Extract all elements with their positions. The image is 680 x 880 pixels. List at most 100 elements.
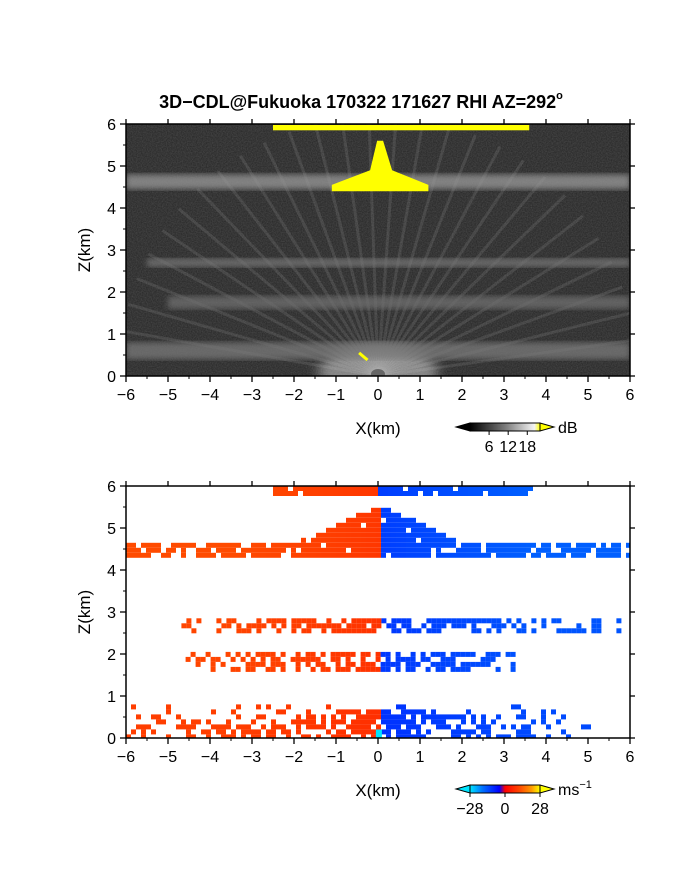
velocity-cell bbox=[461, 729, 466, 735]
velocity-cell bbox=[431, 527, 436, 533]
velocity-cell bbox=[376, 709, 381, 715]
velocity-cell bbox=[586, 724, 591, 730]
velocity-cell bbox=[191, 542, 196, 548]
velocity-cell bbox=[476, 552, 481, 558]
velocity-cell bbox=[251, 719, 256, 725]
velocity-cell bbox=[426, 618, 432, 624]
velocity-cell bbox=[436, 714, 441, 720]
velocity-cell bbox=[363, 491, 368, 496]
velocity-cell bbox=[395, 661, 401, 667]
velocity-cell bbox=[331, 547, 336, 553]
velocity-cell bbox=[601, 547, 606, 553]
velocity-cell bbox=[346, 527, 351, 533]
velocity-cell bbox=[236, 724, 241, 730]
velocity-cell bbox=[336, 623, 342, 629]
velocity-cell bbox=[230, 656, 236, 662]
velocity-cell bbox=[131, 729, 136, 735]
velocity-cell bbox=[231, 729, 236, 735]
velocity-cell bbox=[361, 734, 366, 738]
velocity-cell bbox=[270, 666, 276, 672]
velocity-cell bbox=[298, 486, 303, 491]
velocity-cell bbox=[211, 552, 216, 558]
velocity-cell bbox=[391, 517, 396, 523]
velocity-cell bbox=[611, 552, 616, 558]
velocity-cell bbox=[435, 666, 441, 672]
velocity-cell bbox=[425, 656, 431, 662]
velocity-cell bbox=[471, 714, 476, 720]
velocity-cell bbox=[375, 656, 381, 662]
x-tick-label: 0 bbox=[374, 387, 383, 404]
velocity-cell bbox=[361, 628, 367, 634]
velocity-cell bbox=[488, 486, 493, 491]
velocity-cell bbox=[366, 729, 371, 735]
velocity-cell bbox=[190, 651, 196, 657]
velocity-cell bbox=[250, 661, 256, 667]
velocity-cell bbox=[566, 542, 571, 548]
velocity-cell bbox=[346, 709, 351, 715]
velocity-cell bbox=[356, 729, 361, 735]
velocity-cell bbox=[466, 729, 471, 735]
velocity-cell bbox=[371, 522, 376, 528]
x-tick-label: 3 bbox=[500, 387, 509, 404]
velocity-cell bbox=[331, 719, 336, 725]
velocity-cell bbox=[381, 552, 386, 558]
velocity-cell bbox=[351, 542, 356, 548]
velocity-cell bbox=[251, 623, 257, 629]
title-degree-superscript: o bbox=[556, 90, 563, 102]
velocity-cell bbox=[181, 552, 186, 558]
velocity-cell bbox=[486, 724, 491, 730]
velocity-cell bbox=[451, 729, 456, 735]
velocity-cell bbox=[401, 719, 406, 725]
velocity-cell bbox=[403, 491, 408, 496]
velocity-cell bbox=[416, 734, 421, 738]
velocity-cell bbox=[471, 547, 476, 553]
velocity-cell bbox=[166, 547, 171, 553]
velocity-cell bbox=[310, 656, 316, 662]
velocity-cell bbox=[411, 628, 417, 634]
velocity-cell bbox=[241, 552, 246, 558]
velocity-cell bbox=[510, 661, 516, 667]
velocity-cell bbox=[220, 661, 226, 667]
velocity-cell bbox=[310, 651, 316, 657]
velocity-cell bbox=[338, 486, 343, 491]
velocity-cell bbox=[301, 552, 306, 558]
velocity-cell bbox=[396, 734, 401, 738]
velocity-cell bbox=[506, 552, 511, 558]
velocity-cell bbox=[301, 547, 306, 553]
velocity-cell bbox=[336, 729, 341, 735]
y-axis-label-2: Z(km) bbox=[75, 590, 94, 634]
velocity-cell bbox=[503, 491, 508, 496]
yellow-layer-cloudtop bbox=[273, 125, 530, 131]
velocity-cell bbox=[356, 618, 362, 624]
velocity-cell bbox=[181, 547, 186, 553]
velocity-cell bbox=[306, 628, 312, 634]
velocity-cell bbox=[476, 547, 481, 553]
velocity-cell bbox=[381, 512, 386, 518]
velocity-cell bbox=[381, 547, 386, 553]
velocity-cell bbox=[436, 618, 442, 624]
velocity-cell bbox=[441, 724, 446, 730]
velocity-cell bbox=[380, 651, 386, 657]
velocity-cell bbox=[246, 729, 251, 735]
velocity-cell bbox=[406, 734, 411, 738]
velocity-cell bbox=[341, 537, 346, 543]
y-tick-label: 1 bbox=[107, 327, 116, 344]
velocity-cell bbox=[478, 491, 483, 496]
velocity-cell bbox=[366, 719, 371, 725]
velocity-cell bbox=[245, 666, 251, 672]
velocity-cell bbox=[361, 714, 366, 720]
colorbar-under-triangle bbox=[454, 784, 471, 794]
velocity-cell bbox=[366, 522, 371, 528]
velocity-cell bbox=[426, 729, 431, 735]
velocity-cell bbox=[306, 618, 312, 624]
velocity-cell bbox=[191, 724, 196, 730]
velocity-cell bbox=[581, 628, 587, 634]
velocity-cell bbox=[360, 651, 366, 657]
beam-line bbox=[376, 124, 398, 376]
velocity-cell bbox=[421, 709, 426, 715]
velocity-cell bbox=[226, 719, 231, 725]
velocity-cell bbox=[301, 537, 306, 543]
velocity-cell bbox=[281, 547, 286, 553]
velocity-cell bbox=[416, 532, 421, 538]
velocity-cell bbox=[416, 709, 421, 715]
